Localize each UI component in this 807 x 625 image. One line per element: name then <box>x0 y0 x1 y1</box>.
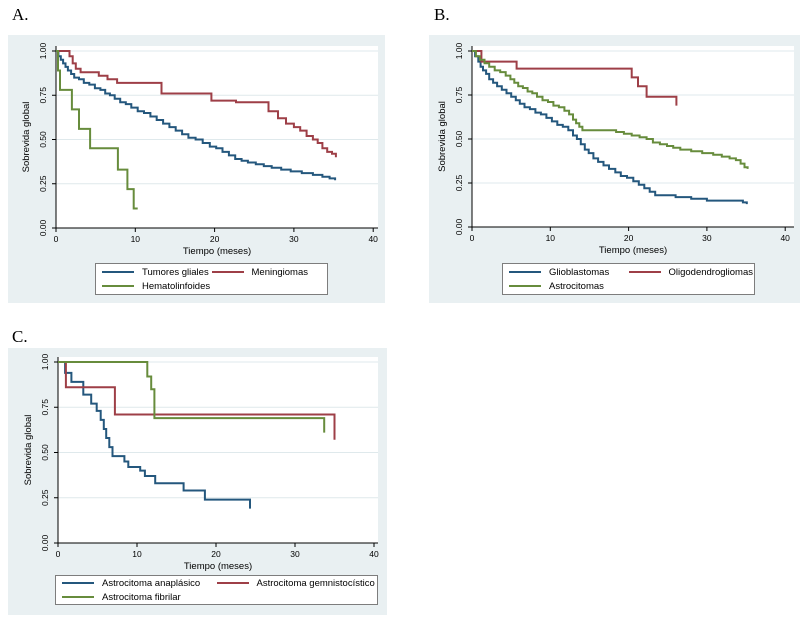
legend-label: Astrocitoma fibrilar <box>102 591 181 603</box>
x-tick-label: 0 <box>470 233 475 243</box>
legend-item: Astrocitoma anaplásico <box>62 578 217 589</box>
panel-label-a: A. <box>12 5 29 24</box>
legend-label: Oligodendrogliomas <box>668 266 754 278</box>
x-tick-label: 30 <box>289 234 299 244</box>
y-tick-label: 1.00 <box>40 353 50 370</box>
figure-a: 0 10 20 30 40 0.00 0.25 0.50 0.75 1.00 Tiempo (mes… <box>8 35 385 303</box>
y-tick-label: 0.00 <box>40 534 50 551</box>
y-axis-title: Sobrevida global <box>21 102 32 173</box>
survival-plot-a: 0 10 20 30 40 0.00 0.25 0.50 0.75 1.00 Tiempo (mes… <box>8 35 385 303</box>
x-tick-label: 0 <box>54 234 59 244</box>
legend-label: Meningiomas <box>251 266 309 278</box>
y-tick-label: 0.00 <box>454 218 464 235</box>
y-axis-title: Sobrevida global <box>437 101 448 172</box>
legend-c: Astrocitoma anaplásico Astrocitoma gemnis… <box>55 575 378 605</box>
x-tick-label: 10 <box>132 549 142 559</box>
survival-curve-astrocitoma-fibrilar <box>58 361 326 433</box>
legend-label: Astrocitomas <box>549 280 604 292</box>
survival-curve-glioblastomas <box>472 50 748 205</box>
legend-line-swatch <box>102 285 134 287</box>
x-tick-label: 20 <box>211 549 221 559</box>
survival-plot-b: 0 10 20 30 40 0.00 0.25 0.50 0.75 1.00 Tiempo (mes… <box>429 35 800 303</box>
y-tick-label: 0.50 <box>38 131 48 148</box>
legend-line-swatch <box>509 285 541 287</box>
legend-item: Astrocitomas <box>509 281 629 292</box>
legend-label: Astrocitoma anaplásico <box>102 577 201 589</box>
figure-b: 0 10 20 30 40 0.00 0.25 0.50 0.75 1.00 Tiempo (mes… <box>429 35 800 303</box>
x-tick-label: 40 <box>368 234 378 244</box>
legend-item: Oligodendrogliomas <box>628 267 753 278</box>
x-axis-title: Tiempo (meses) <box>184 561 252 572</box>
y-tick-label: 0.75 <box>38 87 48 104</box>
y-tick-label: 0.25 <box>38 175 48 192</box>
survival-curve-oligodendrogliomas <box>472 50 678 106</box>
survival-curve-astrocitomas <box>472 50 749 169</box>
legend-item: Meningiomas <box>211 266 322 278</box>
legend-item: Astrocitoma fibrilar <box>62 592 217 603</box>
legend-line-swatch <box>509 271 541 273</box>
x-tick-label: 10 <box>131 234 141 244</box>
survival-curve-meningiomas <box>56 50 337 158</box>
plot-area <box>56 46 378 228</box>
x-tick-label: 20 <box>624 233 634 243</box>
survival-curve-hematolinfoides <box>56 50 138 210</box>
x-tick-label: 30 <box>702 233 712 243</box>
panel-label-c: C. <box>12 327 28 346</box>
legend-label: Tumores gliales <box>142 266 209 278</box>
legend-line-swatch <box>628 271 661 273</box>
y-tick-label: 1.00 <box>38 42 48 59</box>
x-axis-title: Tiempo (meses) <box>183 246 251 257</box>
y-tick-label: 0.75 <box>454 86 464 103</box>
legend-item: Glioblastomas <box>509 267 629 278</box>
x-axis-title: Tiempo (meses) <box>599 245 667 256</box>
y-tick-label: 1.00 <box>454 42 464 59</box>
survival-plot-c: 0 10 20 30 40 0.00 0.25 0.50 0.75 1.00 Tiempo (mes… <box>8 348 387 615</box>
legend-label: Hematolinfoides <box>142 280 211 292</box>
legend-a: Tumores gliales Meningiomas Hematolinfoide… <box>95 263 328 295</box>
y-tick-label: 0.50 <box>454 130 464 147</box>
survival-curve-tumores-gliales <box>56 50 337 181</box>
panel-label-b: B. <box>434 5 450 24</box>
legend-b: Glioblastomas Oligodendrogliomas Astrocito… <box>502 263 755 295</box>
x-tick-label: 10 <box>546 233 556 243</box>
y-axis-title: Sobrevida global <box>23 415 34 486</box>
survival-curve-astrocitoma-anaplásico <box>58 361 251 509</box>
y-tick-label: 0.75 <box>40 399 50 416</box>
legend-line-swatch <box>62 596 94 598</box>
legend-line-swatch <box>211 271 244 273</box>
y-tick-label: 0.00 <box>38 219 48 236</box>
legend-item: Hematolinfoides <box>102 281 212 292</box>
legend-item: Tumores gliales <box>102 267 212 278</box>
legend-label: Glioblastomas <box>549 266 610 278</box>
y-tick-label: 0.25 <box>40 489 50 506</box>
y-tick-label: 0.50 <box>40 444 50 461</box>
figure-c: 0 10 20 30 40 0.00 0.25 0.50 0.75 1.00 Tiempo (mes… <box>8 348 387 615</box>
legend-label: Astrocitoma gemnistocístico <box>256 577 375 589</box>
legend-line-swatch <box>102 271 134 273</box>
x-tick-label: 40 <box>369 549 379 559</box>
legend-line-swatch <box>62 582 94 584</box>
x-tick-label: 30 <box>290 549 300 559</box>
x-tick-label: 40 <box>780 233 790 243</box>
x-tick-label: 0 <box>56 549 61 559</box>
legend-line-swatch <box>216 582 249 584</box>
legend-item: Astrocitoma gemnistocístico <box>216 577 375 589</box>
plot-area <box>58 357 378 543</box>
y-tick-label: 0.25 <box>454 174 464 191</box>
x-tick-label: 20 <box>210 234 220 244</box>
